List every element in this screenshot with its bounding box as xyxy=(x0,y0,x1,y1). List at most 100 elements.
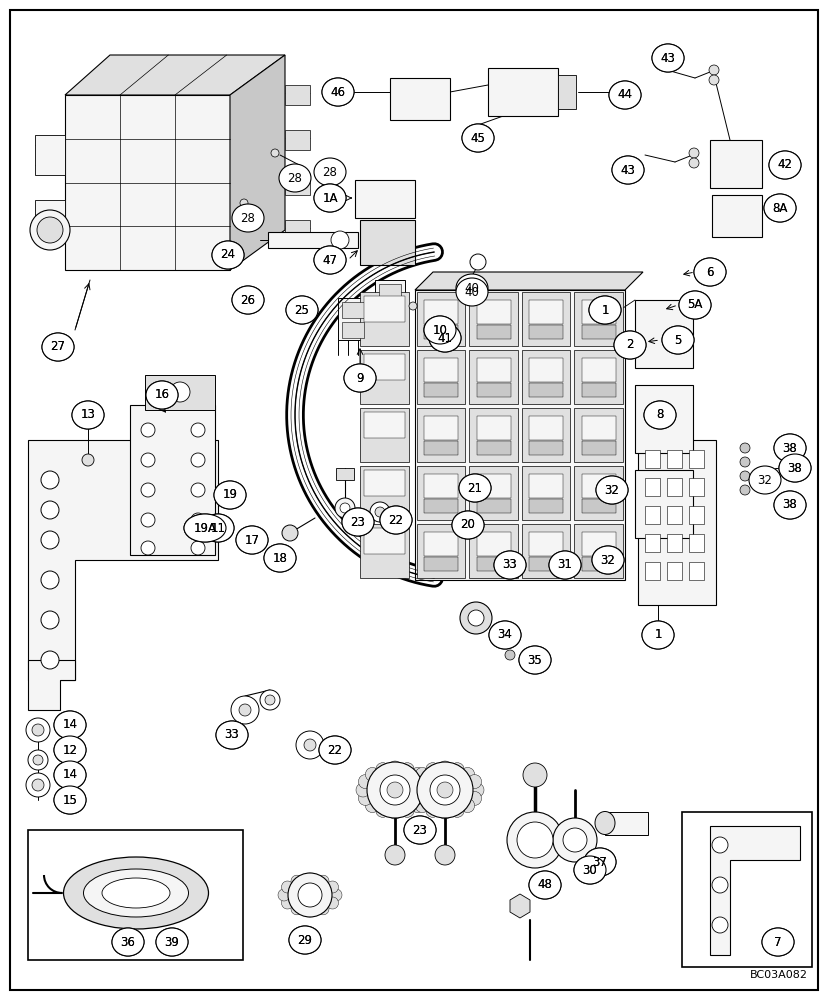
Bar xyxy=(476,383,510,397)
Circle shape xyxy=(562,828,586,852)
Ellipse shape xyxy=(778,454,810,482)
Bar xyxy=(521,524,570,578)
Text: 28: 28 xyxy=(241,212,255,225)
Bar xyxy=(521,408,570,462)
Text: 27: 27 xyxy=(50,340,65,354)
Circle shape xyxy=(450,763,464,777)
Text: 33: 33 xyxy=(224,728,239,742)
Circle shape xyxy=(523,763,547,787)
Ellipse shape xyxy=(494,551,525,579)
Circle shape xyxy=(141,513,155,527)
Bar xyxy=(476,358,510,382)
Text: 23: 23 xyxy=(412,824,427,836)
Ellipse shape xyxy=(54,711,86,739)
Ellipse shape xyxy=(404,816,436,844)
Circle shape xyxy=(437,761,452,775)
Bar xyxy=(469,292,518,346)
Bar xyxy=(528,499,562,513)
Ellipse shape xyxy=(236,526,268,554)
Ellipse shape xyxy=(548,551,581,579)
Text: 8A: 8A xyxy=(772,202,786,215)
Ellipse shape xyxy=(494,551,525,579)
Ellipse shape xyxy=(591,546,624,574)
Text: 47: 47 xyxy=(322,253,337,266)
Polygon shape xyxy=(342,322,364,338)
Circle shape xyxy=(711,917,727,933)
Ellipse shape xyxy=(213,481,246,509)
Bar xyxy=(364,354,404,380)
Text: 31: 31 xyxy=(557,558,571,572)
Bar xyxy=(423,325,457,339)
Ellipse shape xyxy=(573,856,605,884)
Ellipse shape xyxy=(461,124,494,152)
Polygon shape xyxy=(414,272,643,290)
Ellipse shape xyxy=(285,296,318,324)
Bar xyxy=(364,296,404,322)
Circle shape xyxy=(409,302,417,310)
Bar xyxy=(521,466,570,520)
Circle shape xyxy=(399,763,414,777)
Text: 36: 36 xyxy=(121,936,136,948)
Ellipse shape xyxy=(641,621,673,649)
Circle shape xyxy=(191,483,205,497)
Text: 38: 38 xyxy=(786,462,801,475)
Ellipse shape xyxy=(236,526,268,554)
Ellipse shape xyxy=(489,621,520,649)
Circle shape xyxy=(417,762,472,818)
Ellipse shape xyxy=(112,928,144,956)
Ellipse shape xyxy=(773,434,805,462)
Ellipse shape xyxy=(380,506,412,534)
Ellipse shape xyxy=(264,544,295,572)
Text: 5A: 5A xyxy=(686,298,702,312)
Ellipse shape xyxy=(458,474,490,502)
Ellipse shape xyxy=(773,434,805,462)
Bar xyxy=(528,325,562,339)
Bar xyxy=(528,557,562,571)
Circle shape xyxy=(317,875,328,887)
Text: 45: 45 xyxy=(470,131,485,144)
Circle shape xyxy=(399,803,414,817)
Circle shape xyxy=(26,773,50,797)
Text: 34: 34 xyxy=(497,629,512,642)
Bar xyxy=(581,416,615,440)
Bar xyxy=(476,557,510,571)
Polygon shape xyxy=(284,130,309,150)
Text: 40: 40 xyxy=(464,286,479,298)
Bar xyxy=(667,450,681,468)
Text: 29: 29 xyxy=(297,934,312,946)
Text: 17: 17 xyxy=(244,534,259,546)
Ellipse shape xyxy=(595,476,627,504)
Ellipse shape xyxy=(452,511,484,539)
Bar xyxy=(688,450,703,468)
Circle shape xyxy=(330,889,342,901)
Ellipse shape xyxy=(611,156,643,184)
Ellipse shape xyxy=(528,871,561,899)
Bar xyxy=(688,506,703,524)
Polygon shape xyxy=(28,440,218,680)
Circle shape xyxy=(37,217,63,243)
Circle shape xyxy=(141,423,155,437)
Circle shape xyxy=(41,531,59,549)
Text: 1A: 1A xyxy=(322,192,337,205)
Text: 30: 30 xyxy=(582,863,596,876)
Bar xyxy=(528,532,562,556)
Ellipse shape xyxy=(609,81,640,109)
Circle shape xyxy=(191,453,205,467)
Text: 14: 14 xyxy=(62,768,78,782)
Ellipse shape xyxy=(614,331,645,359)
Circle shape xyxy=(358,775,372,789)
Bar xyxy=(644,450,659,468)
Polygon shape xyxy=(337,298,367,340)
Text: 23: 23 xyxy=(412,824,427,836)
Text: 43: 43 xyxy=(619,163,634,176)
Bar xyxy=(581,358,615,382)
Text: 32: 32 xyxy=(604,484,619,496)
Ellipse shape xyxy=(588,296,620,324)
Text: 14: 14 xyxy=(62,768,78,782)
Text: 23: 23 xyxy=(350,516,365,528)
Bar xyxy=(528,383,562,397)
Circle shape xyxy=(288,873,332,917)
Ellipse shape xyxy=(232,286,264,314)
Bar xyxy=(364,528,404,554)
Circle shape xyxy=(739,485,749,495)
